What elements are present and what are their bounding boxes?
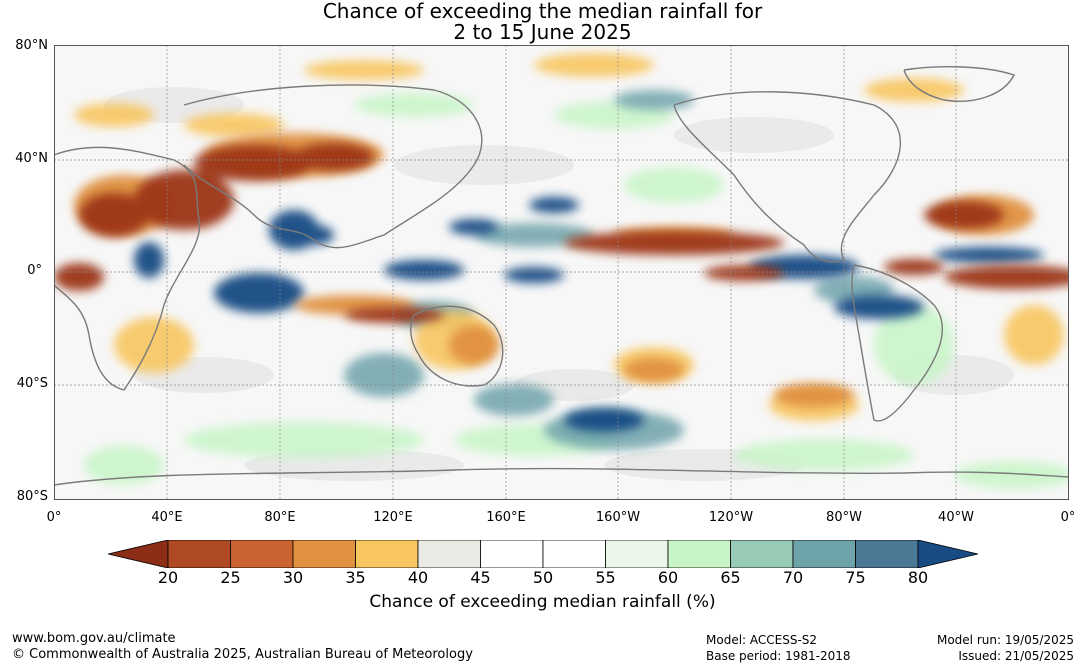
colorbar-tick-label: 25 <box>220 568 241 587</box>
colorbar-segment <box>417 540 481 568</box>
colorbar-segment <box>167 540 231 568</box>
colorbar-segment <box>667 540 731 568</box>
lon-label-0-east: 0° <box>1060 510 1076 525</box>
map-frame <box>54 45 1069 500</box>
footer-issued: Issued: 21/05/2025 <box>958 649 1074 663</box>
colorbar <box>108 540 978 568</box>
colorbar-segment <box>542 540 606 568</box>
lat-label-40n: 40°N <box>15 151 48 166</box>
lon-label-40e: 40°E <box>151 510 183 525</box>
lat-label-0: 0° <box>27 263 42 278</box>
colorbar-extend-low <box>108 540 169 568</box>
map-title-line1: Chance of exceeding the median rainfall … <box>322 0 763 23</box>
colorbar-tick-label: 30 <box>282 568 304 587</box>
lon-label-120e: 120°E <box>373 510 413 525</box>
colorbar-tick-label: 40 <box>407 568 429 587</box>
colorbar-tick-label: 80 <box>907 568 929 587</box>
coastlines <box>54 66 1069 486</box>
colorbar-segment <box>292 540 356 568</box>
colorbar-segment <box>730 540 794 568</box>
lat-label-40s: 40°S <box>16 376 48 391</box>
colorbar-segment <box>605 540 669 568</box>
colorbar-label: Chance of exceeding median rainfall (%) <box>369 592 716 612</box>
colorbar-tick-label: 65 <box>720 568 741 587</box>
rainfall-map <box>54 45 1069 500</box>
colorbar-segment <box>792 540 856 568</box>
dark-blue-zones <box>134 197 1044 432</box>
lon-label-80w: 80°W <box>826 510 862 525</box>
lat-label-80s: 80°S <box>16 489 48 504</box>
map-title-line2: 2 to 15 June 2025 <box>453 20 632 44</box>
footer-model-run: Model run: 19/05/2025 <box>936 633 1074 647</box>
colorbar-tick-label: 45 <box>470 568 491 587</box>
footer-base-period: Base period: 1981-2018 <box>706 649 851 663</box>
colorbar-tick-label: 75 <box>845 568 866 587</box>
colorbar-segment <box>230 540 294 568</box>
colorbar-tick-label: 70 <box>782 568 804 587</box>
colorbar-extend-high <box>917 540 978 568</box>
footer-model: Model: ACCESS-S2 <box>706 633 818 647</box>
footer-website: www.bom.gov.au/climate <box>12 631 176 646</box>
colorbar-segment <box>355 540 419 568</box>
colorbar-tick-label: 60 <box>657 568 679 587</box>
gridlines <box>54 45 1069 500</box>
colorbar-segment <box>855 540 919 568</box>
colorbar-tick-label: 55 <box>595 568 616 587</box>
colorbar-tick-label: 50 <box>532 568 554 587</box>
lon-label-40w: 40°W <box>938 510 974 525</box>
lon-label-80e: 80°E <box>264 510 296 525</box>
colorbar-segment <box>480 540 544 568</box>
dark-brown-zones <box>54 143 1069 323</box>
lon-label-120w: 120°W <box>708 510 754 525</box>
lon-label-0: 0° <box>46 510 62 525</box>
colorbar-tick-label: 20 <box>157 568 179 587</box>
lon-label-160e: 160°E <box>486 510 526 525</box>
lon-label-160w: 160°W <box>595 510 641 525</box>
footer-copyright: © Commonwealth of Australia 2025, Austra… <box>12 647 473 662</box>
green-zones <box>84 93 1069 489</box>
colorbar-tick-label: 35 <box>345 568 366 587</box>
lat-label-80n: 80°N <box>15 38 48 53</box>
